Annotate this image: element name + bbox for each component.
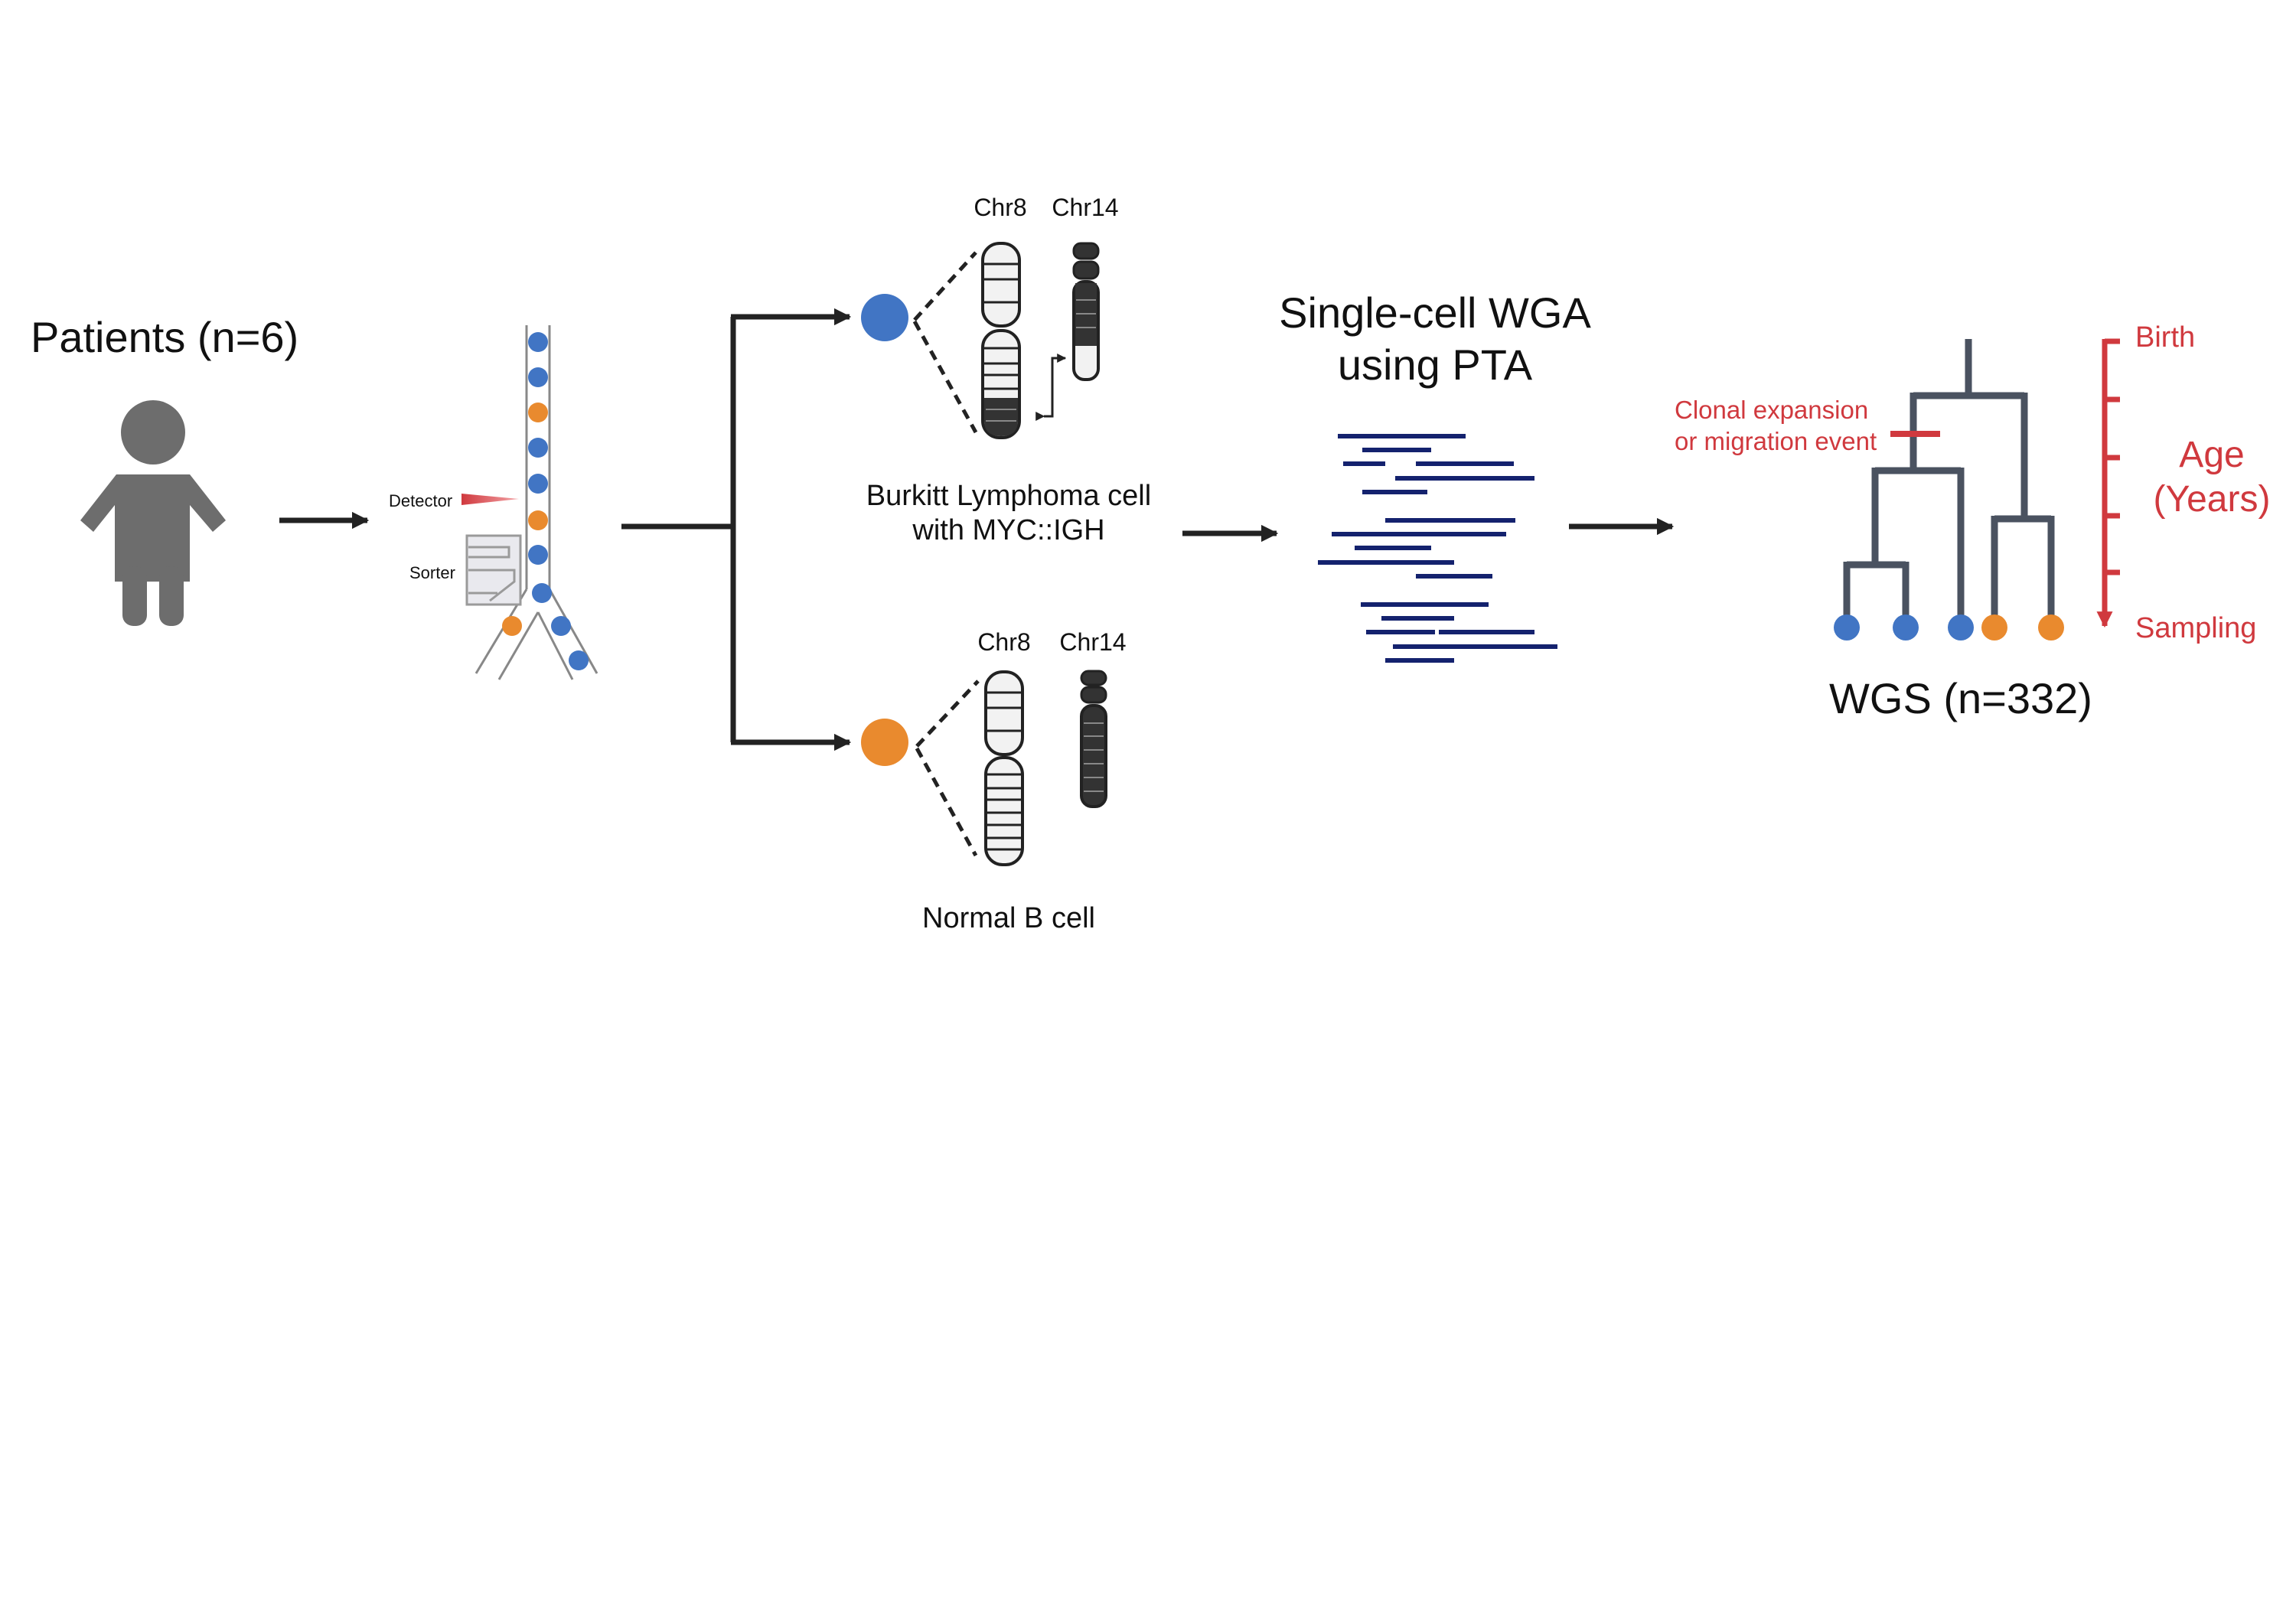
person-icon [80, 400, 226, 626]
leaf-tumor [1893, 614, 1919, 641]
tumor-cell-label-line1: Burkitt Lymphoma cell [866, 480, 1151, 512]
patients-label: Patients (n=6) [31, 313, 298, 361]
tumor-chr8-label: Chr8 [974, 194, 1026, 221]
tumor-chr14-label: Chr14 [1052, 194, 1118, 221]
leaf-tumor [1948, 614, 1974, 641]
tumor-chr8-icon [981, 242, 1021, 439]
axis-age-label-line1: Age [2179, 435, 2244, 475]
wga-title-line2: using PTA [1338, 341, 1533, 389]
tumor-cell-label-line2: with MYC::IGH [912, 514, 1104, 546]
clonal-event-label-line1: Clonal expansion [1675, 396, 1868, 424]
tumor-zoom-lines [912, 251, 978, 434]
branch-arrows [621, 308, 852, 751]
axis-birth-label: Birth [2135, 321, 2195, 354]
detector-label: Detector [389, 491, 452, 510]
tumor-chr14-icon [1072, 242, 1100, 381]
axis-sampling-label: Sampling [2135, 612, 2256, 644]
normal-chr8-icon [984, 670, 1024, 866]
phylogenetic-tree [1843, 339, 2055, 626]
wga-title-line1: Single-cell WGA [1279, 288, 1591, 337]
sorter-label: Sorter [409, 563, 455, 582]
leaf-normal [2038, 614, 2064, 641]
tumor-cell [861, 294, 908, 341]
translocation-arrow [1035, 354, 1067, 421]
leaf-normal [1981, 614, 2007, 641]
normal-cell [861, 719, 908, 766]
normal-chr14-icon [1080, 670, 1107, 808]
age-axis [2096, 338, 2120, 628]
tree-leaves [1834, 614, 2064, 641]
axis-age-label-line2: (Years) [2154, 479, 2271, 520]
normal-chr14-label: Chr14 [1059, 628, 1126, 656]
normal-chr8-label: Chr8 [977, 628, 1030, 656]
clonal-event-label-line2: or migration event [1675, 427, 1877, 455]
sequencing-reads-icon [1318, 434, 1557, 663]
cell-sorter-icon [461, 325, 598, 680]
normal-zoom-lines [915, 680, 980, 857]
wgs-label: WGS (n=332) [1829, 674, 2092, 722]
leaf-tumor [1834, 614, 1860, 641]
normal-cell-label: Normal B cell [922, 902, 1095, 934]
